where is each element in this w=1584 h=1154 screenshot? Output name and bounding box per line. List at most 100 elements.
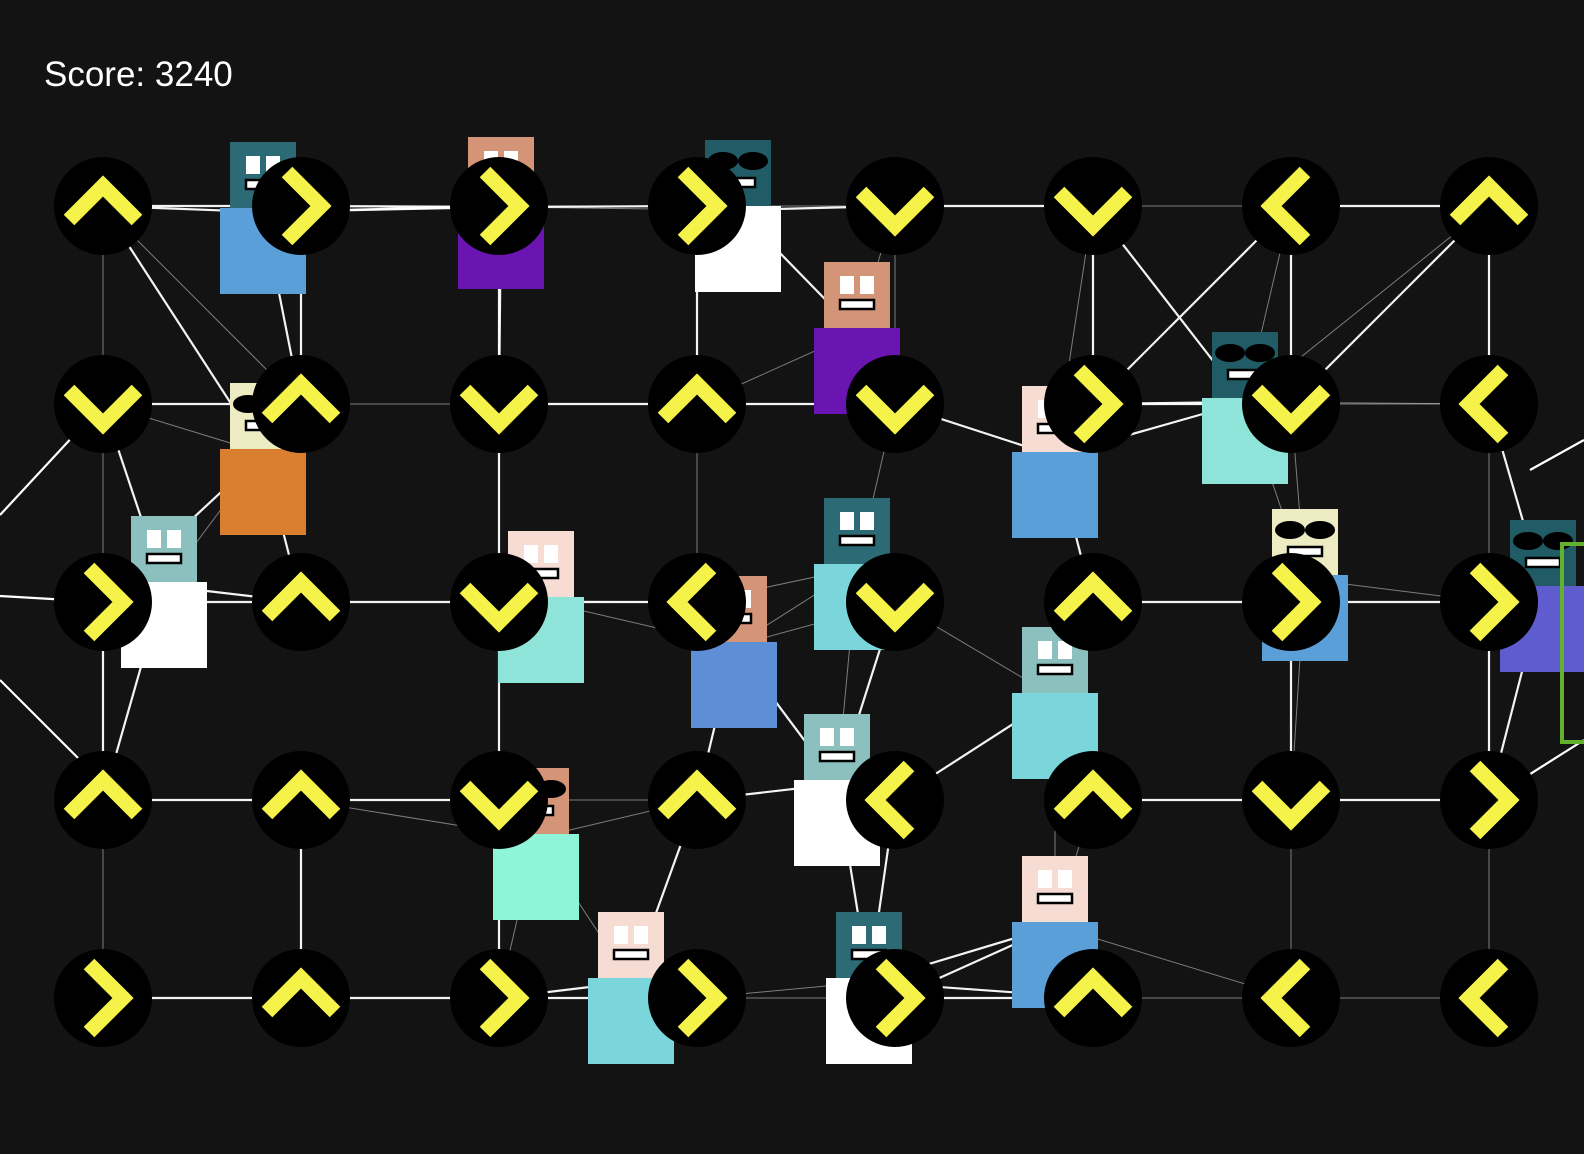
button-disc bbox=[54, 751, 152, 849]
arrow-button-left[interactable] bbox=[1242, 157, 1340, 255]
connection-line bbox=[1529, 439, 1584, 471]
chevron-right-icon bbox=[479, 958, 530, 1038]
arrow-button-down[interactable] bbox=[450, 553, 548, 651]
button-disc bbox=[1044, 553, 1142, 651]
arrow-button-up[interactable] bbox=[252, 751, 350, 849]
chevron-up-icon bbox=[1053, 967, 1133, 1018]
arrow-button-up[interactable] bbox=[1044, 553, 1142, 651]
arrow-button-left[interactable] bbox=[1440, 355, 1538, 453]
chevron-up-icon bbox=[1449, 175, 1529, 226]
arrow-button-right[interactable] bbox=[450, 949, 548, 1047]
arrow-button-up[interactable] bbox=[54, 157, 152, 255]
arrow-button-down[interactable] bbox=[54, 355, 152, 453]
arrow-button-up[interactable] bbox=[252, 355, 350, 453]
character[interactable] bbox=[1012, 856, 1098, 1008]
chevron-left-icon bbox=[666, 562, 717, 642]
chevron-up-icon bbox=[1053, 769, 1133, 820]
arrow-button-down[interactable] bbox=[450, 355, 548, 453]
mouth bbox=[838, 298, 876, 311]
chevron-right-icon bbox=[83, 958, 134, 1038]
button-disc bbox=[1044, 751, 1142, 849]
arrow-button-up[interactable] bbox=[54, 751, 152, 849]
eye-gap bbox=[1052, 870, 1058, 888]
arrow-button-right[interactable] bbox=[648, 157, 746, 255]
arrow-button-right[interactable] bbox=[1440, 751, 1538, 849]
sunglasses-lens bbox=[1275, 521, 1305, 539]
sunglasses-lens bbox=[738, 152, 768, 170]
arrow-button-up[interactable] bbox=[252, 949, 350, 1047]
arrow-button-down[interactable] bbox=[1242, 355, 1340, 453]
arrow-button-down[interactable] bbox=[846, 157, 944, 255]
character-body bbox=[493, 834, 579, 920]
arrow-button-left[interactable] bbox=[846, 751, 944, 849]
chevron-up-icon bbox=[63, 175, 143, 226]
arrow-button-right[interactable] bbox=[252, 157, 350, 255]
button-disc bbox=[54, 157, 152, 255]
mouth bbox=[612, 948, 650, 961]
arrow-button-left[interactable] bbox=[1242, 949, 1340, 1047]
button-disc bbox=[1440, 949, 1538, 1047]
arrow-button-right[interactable] bbox=[54, 553, 152, 651]
button-disc bbox=[54, 355, 152, 453]
chevron-right-icon bbox=[1073, 364, 1124, 444]
chevron-up-icon bbox=[261, 967, 341, 1018]
button-disc bbox=[252, 949, 350, 1047]
arrow-button-down[interactable] bbox=[846, 355, 944, 453]
button-disc bbox=[54, 553, 152, 651]
chevron-right-icon bbox=[875, 958, 926, 1038]
arrow-button-right[interactable] bbox=[54, 949, 152, 1047]
arrow-button-up[interactable] bbox=[1044, 751, 1142, 849]
button-disc bbox=[252, 553, 350, 651]
arrow-button-right[interactable] bbox=[1440, 553, 1538, 651]
arrow-button-left[interactable] bbox=[1440, 949, 1538, 1047]
connection-line bbox=[0, 679, 81, 761]
button-disc bbox=[1242, 949, 1340, 1047]
mouth bbox=[818, 750, 856, 763]
arrow-button-right[interactable] bbox=[846, 949, 944, 1047]
button-disc bbox=[648, 553, 746, 651]
chevron-down-icon bbox=[855, 384, 935, 435]
chevron-left-icon bbox=[864, 760, 915, 840]
arrow-button-right[interactable] bbox=[1044, 355, 1142, 453]
arrow-button-right[interactable] bbox=[648, 949, 746, 1047]
arrow-button-up[interactable] bbox=[648, 751, 746, 849]
button-disc bbox=[1242, 355, 1340, 453]
eye-gap bbox=[834, 728, 840, 746]
mouth bbox=[1036, 892, 1074, 905]
chevron-right-icon bbox=[677, 958, 728, 1038]
arrow-button-up[interactable] bbox=[252, 553, 350, 651]
sunglasses-lens bbox=[1215, 344, 1245, 362]
button-disc bbox=[846, 553, 944, 651]
button-disc bbox=[252, 157, 350, 255]
arrow-button-up[interactable] bbox=[648, 355, 746, 453]
chevron-up-icon bbox=[261, 373, 341, 424]
chevron-up-icon bbox=[261, 571, 341, 622]
chevron-up-icon bbox=[261, 769, 341, 820]
arrow-button-up[interactable] bbox=[1044, 949, 1142, 1047]
arrow-button-left[interactable] bbox=[648, 553, 746, 651]
button-disc bbox=[450, 157, 548, 255]
arrow-button-right[interactable] bbox=[1242, 553, 1340, 651]
arrow-button-down[interactable] bbox=[450, 751, 548, 849]
arrow-button-down[interactable] bbox=[846, 553, 944, 651]
arrow-button-down[interactable] bbox=[1242, 751, 1340, 849]
chevron-right-icon bbox=[1469, 562, 1520, 642]
button-disc bbox=[450, 553, 548, 651]
arrow-button-right[interactable] bbox=[450, 157, 548, 255]
button-disc bbox=[252, 355, 350, 453]
chevron-down-icon bbox=[1251, 780, 1331, 831]
chevron-up-icon bbox=[657, 769, 737, 820]
arrow-button-up[interactable] bbox=[1440, 157, 1538, 255]
button-disc bbox=[1242, 751, 1340, 849]
button-disc bbox=[1440, 355, 1538, 453]
sunglasses-lens bbox=[1513, 532, 1543, 550]
character-head bbox=[1022, 856, 1088, 922]
chevron-right-icon bbox=[1469, 760, 1520, 840]
chevron-down-icon bbox=[459, 780, 539, 831]
chevron-down-icon bbox=[855, 186, 935, 237]
arrow-button-layer bbox=[54, 157, 1538, 1047]
arrow-button-down[interactable] bbox=[1044, 157, 1142, 255]
eye-gap bbox=[538, 545, 544, 563]
button-disc bbox=[846, 355, 944, 453]
